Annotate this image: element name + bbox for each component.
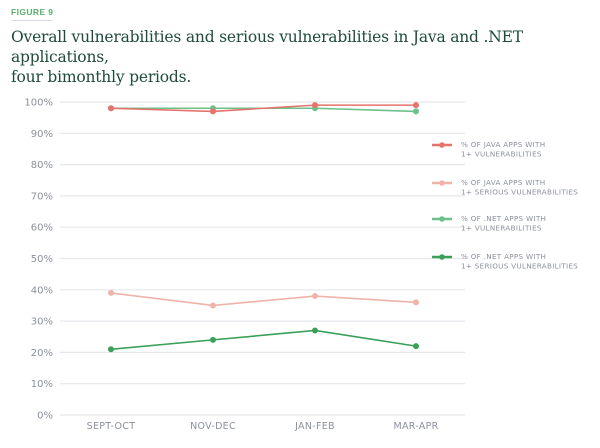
- data-point: [413, 102, 419, 109]
- y-tick-label: 10%: [31, 379, 53, 390]
- series-1: [108, 289, 419, 309]
- legend-label: % OF .NET APPS WITH: [461, 252, 546, 261]
- chart-title-line-2: four bimonthly periods.: [11, 68, 192, 86]
- legend-label: 1+ SERIOUS VULNERABILITIES: [461, 188, 578, 197]
- y-axis-ticks: 0% 10% 20% 30% 40% 50% 60% 70% 80% 90% 100%: [24, 98, 53, 422]
- y-tick-label: 30%: [31, 317, 53, 328]
- data-point: [413, 108, 419, 115]
- legend-swatch-dot: [439, 254, 445, 260]
- y-tick-label: 50%: [31, 254, 53, 265]
- y-tick-label: 80%: [31, 160, 53, 171]
- y-tick-label: 70%: [31, 191, 53, 202]
- legend-label: 1+ VULNERABILITIES: [461, 150, 542, 159]
- legend-label: % OF .NET APPS WITH: [461, 214, 546, 223]
- legend-swatch-dot: [439, 142, 445, 148]
- data-point: [108, 289, 114, 296]
- series-line: [110, 329, 417, 351]
- figure-label: FIGURE 9: [11, 7, 54, 21]
- legend-label: % OF JAVA APPS WITH: [461, 178, 545, 187]
- series-3: [108, 327, 419, 353]
- chart-title: Overall vulnerabilities and serious vuln…: [11, 27, 591, 87]
- data-point: [312, 327, 318, 334]
- y-tick-label: 100%: [24, 98, 53, 109]
- x-tick-label: SEPT-OCT: [87, 421, 136, 432]
- legend-label: 1+ SERIOUS VULNERABILITIES: [461, 262, 578, 271]
- x-axis-ticks: SEPT-OCT NOV-DEC JAN-FEB MAR-APR: [87, 421, 439, 432]
- y-tick-label: 0%: [37, 411, 53, 422]
- x-tick-label: MAR-APR: [393, 421, 438, 432]
- data-point: [108, 346, 114, 353]
- data-point: [210, 108, 216, 115]
- data-point: [413, 299, 419, 306]
- y-tick-label: 90%: [31, 129, 53, 140]
- series-line: [110, 104, 416, 113]
- x-tick-label: JAN-FEB: [294, 421, 335, 432]
- data-point: [210, 302, 216, 309]
- y-tick-label: 60%: [31, 223, 53, 234]
- legend-label: % OF JAVA APPS WITH: [461, 140, 545, 149]
- series-group: [108, 102, 419, 353]
- data-point: [413, 343, 419, 350]
- series-0: [108, 102, 419, 115]
- legend-swatch-dot: [439, 180, 445, 186]
- data-point: [210, 336, 216, 343]
- y-tick-label: 40%: [31, 285, 53, 296]
- series-line: [110, 292, 417, 307]
- y-tick-label: 20%: [31, 348, 53, 359]
- gridlines: [60, 101, 465, 416]
- legend-swatch-dot: [439, 216, 445, 222]
- legend-label: 1+ VULNERABILITIES: [461, 224, 542, 233]
- data-point: [108, 105, 114, 112]
- x-tick-label: NOV-DEC: [190, 421, 236, 432]
- data-point: [312, 293, 318, 300]
- chart-title-line-1: Overall vulnerabilities and serious vuln…: [11, 28, 523, 66]
- data-point: [312, 102, 318, 109]
